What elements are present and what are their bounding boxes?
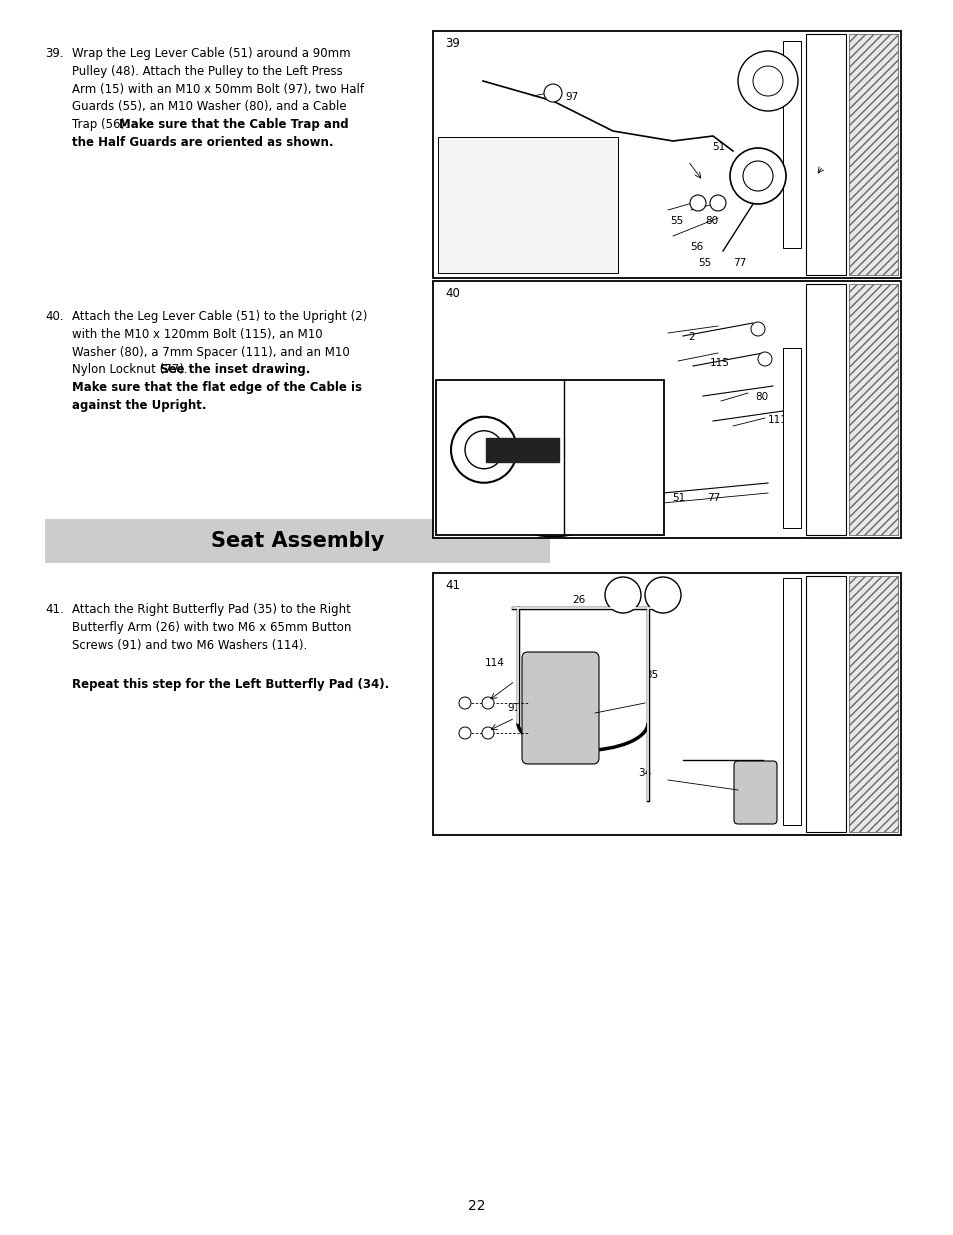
Text: 77: 77 <box>732 258 745 268</box>
Text: Washer (80), a 7mm Spacer (111), and an M10: Washer (80), a 7mm Spacer (111), and an … <box>71 346 350 358</box>
Text: 22: 22 <box>468 1199 485 1213</box>
Text: 56: 56 <box>689 242 702 252</box>
Bar <box>782 578 801 825</box>
Circle shape <box>709 195 725 211</box>
FancyBboxPatch shape <box>521 652 598 764</box>
Text: 55: 55 <box>698 258 711 268</box>
Bar <box>848 284 897 535</box>
Text: against the Upright.: against the Upright. <box>71 399 206 412</box>
Circle shape <box>689 195 705 211</box>
Text: 77: 77 <box>706 493 720 503</box>
Text: 97: 97 <box>564 91 578 103</box>
Text: 51: 51 <box>671 493 684 503</box>
Text: 40.: 40. <box>45 310 64 324</box>
Bar <box>45 519 550 563</box>
Text: 91: 91 <box>506 703 519 713</box>
Text: Guards (55), an M10 Washer (80), and a Cable: Guards (55), an M10 Washer (80), and a C… <box>71 100 346 114</box>
Text: Pulley (48). Attach the Pulley to the Left Press: Pulley (48). Attach the Pulley to the Le… <box>71 64 342 78</box>
Bar <box>433 282 900 538</box>
Circle shape <box>481 727 494 739</box>
Text: Seat Assembly: Seat Assembly <box>211 531 384 551</box>
Circle shape <box>729 148 785 204</box>
Bar <box>805 576 845 832</box>
Bar <box>485 437 558 462</box>
Text: Wrap the Leg Lever Cable (51) around a 90mm: Wrap the Leg Lever Cable (51) around a 9… <box>71 47 351 61</box>
Circle shape <box>750 322 764 336</box>
Text: See the inset drawing.: See the inset drawing. <box>160 363 310 377</box>
Bar <box>782 41 801 248</box>
Bar <box>848 35 897 275</box>
Bar <box>433 31 900 278</box>
Text: Repeat this step for the Left Butterfly Pad (34).: Repeat this step for the Left Butterfly … <box>71 678 389 690</box>
Text: Arm (15) with an M10 x 50mm Bolt (97), two Half: Arm (15) with an M10 x 50mm Bolt (97), t… <box>71 83 364 95</box>
Text: 2: 2 <box>687 332 694 342</box>
Text: Trap (56).: Trap (56). <box>71 119 132 131</box>
Text: 35: 35 <box>644 671 658 680</box>
Text: 115: 115 <box>709 358 729 368</box>
Text: 51: 51 <box>711 142 724 152</box>
Text: Flat Edge: Flat Edge <box>448 520 497 530</box>
Text: 34: 34 <box>638 768 651 778</box>
Bar <box>437 137 618 273</box>
Text: 39: 39 <box>444 37 459 49</box>
Circle shape <box>752 65 782 96</box>
Circle shape <box>758 352 771 366</box>
Circle shape <box>458 727 471 739</box>
Bar <box>782 348 801 529</box>
Circle shape <box>464 431 502 469</box>
Text: Make sure that the flat edge of the Cable is: Make sure that the flat edge of the Cabl… <box>71 382 361 394</box>
Circle shape <box>543 84 561 103</box>
Circle shape <box>481 697 494 709</box>
Text: Screws (91) and two M6 Washers (114).: Screws (91) and two M6 Washers (114). <box>71 638 307 652</box>
Text: 41: 41 <box>444 579 459 592</box>
Text: 40: 40 <box>444 287 459 300</box>
Text: 80: 80 <box>754 391 767 403</box>
Text: 15: 15 <box>804 142 818 152</box>
Text: 80: 80 <box>704 216 718 226</box>
Circle shape <box>458 697 471 709</box>
Circle shape <box>738 51 797 111</box>
Text: Attach the Right Butterfly Pad (35) to the Right: Attach the Right Butterfly Pad (35) to t… <box>71 603 351 616</box>
Circle shape <box>451 416 517 483</box>
Circle shape <box>644 577 680 613</box>
Bar <box>805 284 845 535</box>
Bar <box>433 573 900 835</box>
Text: Make sure that the Cable Trap and: Make sure that the Cable Trap and <box>119 119 348 131</box>
Text: 111: 111 <box>767 415 787 425</box>
Text: 41.: 41. <box>45 603 64 616</box>
Text: 26: 26 <box>572 595 584 605</box>
Text: Butterfly Arm (26) with two M6 x 65mm Button: Butterfly Arm (26) with two M6 x 65mm Bu… <box>71 621 351 634</box>
Bar <box>436 380 663 535</box>
Circle shape <box>742 161 772 191</box>
FancyBboxPatch shape <box>733 761 776 824</box>
Bar <box>805 35 845 275</box>
Text: 48: 48 <box>734 172 747 182</box>
Text: Attach the Leg Lever Cable (51) to the Upright (2): Attach the Leg Lever Cable (51) to the U… <box>71 310 367 324</box>
Text: the Half Guards are oriented as shown.: the Half Guards are oriented as shown. <box>71 136 334 149</box>
Text: 114: 114 <box>484 658 504 668</box>
Text: Nylon Locknut (77).: Nylon Locknut (77). <box>71 363 192 377</box>
Text: 39.: 39. <box>45 47 64 61</box>
Circle shape <box>604 577 640 613</box>
Text: with the M10 x 120mm Bolt (115), an M10: with the M10 x 120mm Bolt (115), an M10 <box>71 327 322 341</box>
Bar <box>848 576 897 832</box>
Text: 55: 55 <box>669 216 682 226</box>
